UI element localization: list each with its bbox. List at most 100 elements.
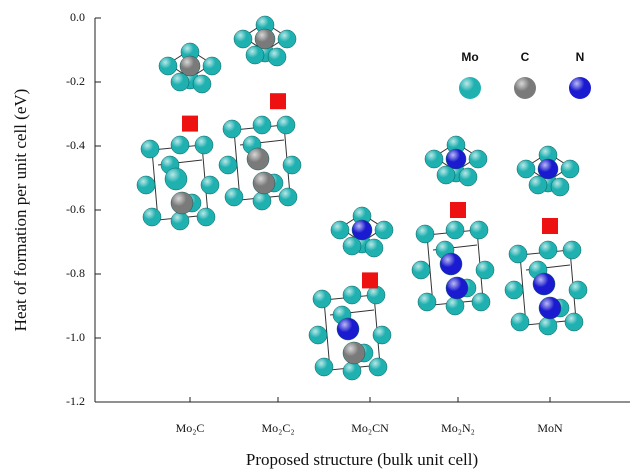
atom-shine: [446, 297, 464, 315]
legend-shine: [569, 77, 591, 99]
atom-shine: [517, 160, 535, 178]
atom-shine: [470, 221, 488, 239]
atom-shine: [253, 192, 271, 210]
atom-shine: [563, 241, 581, 259]
atom-shine: [279, 188, 297, 206]
atom-shine: [437, 166, 455, 184]
atom-shine: [418, 293, 436, 311]
atom-shine: [234, 30, 252, 48]
atom-shine: [539, 241, 557, 259]
x-tick-label: Mo₂CN: [351, 421, 389, 435]
atom-shine: [446, 221, 464, 239]
atom-shine: [197, 208, 215, 226]
atom-shine: [538, 159, 558, 179]
atom-shine: [539, 297, 561, 319]
atom-shine: [412, 261, 430, 279]
atom-shine: [253, 116, 271, 134]
atom-shine: [373, 326, 391, 344]
atom-shine: [193, 75, 211, 93]
atom-shine: [476, 261, 494, 279]
atom-shine: [343, 362, 361, 380]
atom-shine: [343, 237, 361, 255]
atom-shine: [278, 30, 296, 48]
atom-shine: [352, 220, 372, 240]
atom-shine: [509, 245, 527, 263]
marker: [270, 93, 286, 109]
atom-shine: [369, 358, 387, 376]
atom-shine: [277, 116, 295, 134]
atom-shine: [315, 358, 333, 376]
marker: [362, 272, 378, 288]
atom-shine: [561, 160, 579, 178]
atom-shine: [141, 140, 159, 158]
atom-shine: [165, 168, 187, 190]
atom-shine: [425, 150, 443, 168]
x-tick-label: Mo₂N₂: [441, 421, 475, 435]
atom-shine: [171, 136, 189, 154]
y-axis-label: Heat of formation per unit cell (eV): [11, 89, 30, 332]
atom-shine: [459, 168, 477, 186]
atom-shine: [365, 239, 383, 257]
legend-label: N: [576, 50, 585, 64]
atom-shine: [219, 156, 237, 174]
x-axis-label: Proposed structure (bulk unit cell): [246, 450, 478, 469]
atom-shine: [440, 253, 462, 275]
atom-shine: [367, 286, 385, 304]
structure-illustrations: [137, 16, 587, 380]
x-tick-label: MoN: [537, 421, 563, 435]
atom-shine: [529, 176, 547, 194]
marker: [450, 202, 466, 218]
atom-shine: [253, 172, 275, 194]
atom-shine: [511, 313, 529, 331]
legend-label: C: [521, 50, 530, 64]
atom-shine: [143, 208, 161, 226]
atom-shine: [203, 57, 221, 75]
atom-shine: [343, 286, 361, 304]
atom-shine: [201, 176, 219, 194]
y-tick-label: 0.0: [70, 10, 85, 24]
atom-shine: [313, 290, 331, 308]
chart: Heat of formation per unit cell (eV) Pro…: [0, 0, 634, 473]
x-tick-label: Mo₂C₂: [261, 421, 294, 435]
y-tick-label: -0.6: [66, 202, 85, 216]
atom-shine: [565, 313, 583, 331]
marker: [182, 116, 198, 132]
y-tick-label: -1.0: [66, 330, 85, 344]
atom-shine: [159, 57, 177, 75]
legend-label: Mo: [461, 50, 478, 64]
atom-shine: [195, 136, 213, 154]
atom-shine: [247, 148, 269, 170]
atom-shine: [472, 293, 490, 311]
atom-shine: [255, 29, 275, 49]
atom-shine: [171, 192, 193, 214]
atom-shine: [375, 221, 393, 239]
atom-shine: [539, 317, 557, 335]
y-tick-label: -1.2: [66, 394, 85, 408]
atom-shine: [268, 48, 286, 66]
y-tick-label: -0.2: [66, 74, 85, 88]
y-tick-label: -0.8: [66, 266, 85, 280]
atom-shine: [171, 212, 189, 230]
atom-shine: [246, 46, 264, 64]
atom-shine: [225, 188, 243, 206]
atom-shine: [343, 342, 365, 364]
atom-shine: [283, 156, 301, 174]
atom-shine: [416, 225, 434, 243]
atom-shine: [533, 273, 555, 295]
x-tick-label: Mo₂C: [176, 421, 205, 435]
atom-shine: [331, 221, 349, 239]
legend-shine: [459, 77, 481, 99]
atom-shine: [551, 178, 569, 196]
atom-shine: [223, 120, 241, 138]
atom-shine: [337, 318, 359, 340]
atom-shine: [309, 326, 327, 344]
y-tick-label: -0.4: [66, 138, 85, 152]
atom-shine: [469, 150, 487, 168]
marker: [542, 218, 558, 234]
atom-shine: [171, 73, 189, 91]
atom-shine: [505, 281, 523, 299]
atom-shine: [446, 277, 468, 299]
legend-shine: [514, 77, 536, 99]
atom-shine: [446, 149, 466, 169]
atom-shine: [180, 56, 200, 76]
